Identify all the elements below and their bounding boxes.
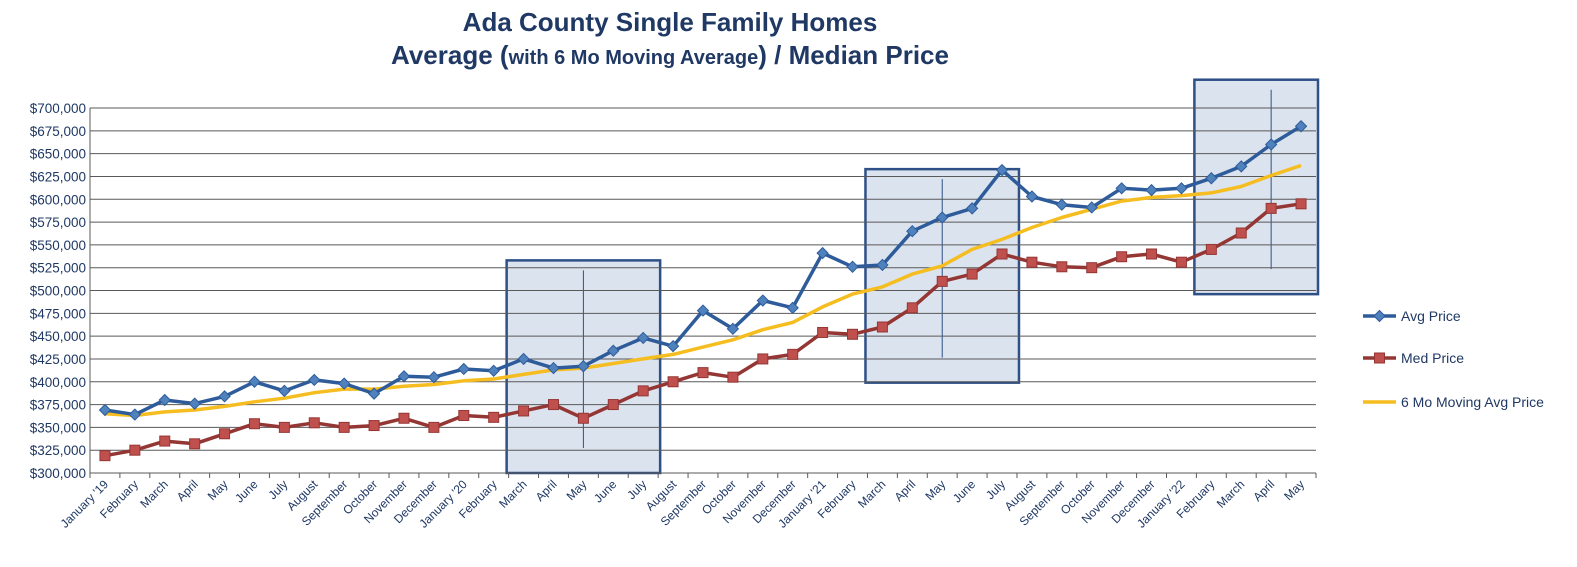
data-point-avg-price <box>219 391 230 402</box>
data-point-med-price <box>279 422 289 432</box>
data-point-med-price <box>190 439 200 449</box>
data-point-med-price <box>399 413 409 423</box>
y-tick-label: $625,000 <box>30 169 86 184</box>
x-tick-label: March <box>137 477 170 510</box>
line-chart: $300,000 $325,000 $350,000 $375,000 $400,000… <box>0 0 1577 567</box>
data-point-med-price <box>1117 252 1127 262</box>
x-tick-label: March <box>1214 477 1247 510</box>
data-point-med-price <box>1087 263 1097 273</box>
data-point-avg-price <box>847 261 858 272</box>
y-tick-label: $525,000 <box>30 261 86 276</box>
data-point-med-price <box>848 329 858 339</box>
data-point-med-price <box>758 354 768 364</box>
data-point-med-price <box>1206 244 1216 254</box>
data-point-med-price <box>967 269 977 279</box>
x-tick-label: May <box>564 477 590 503</box>
data-point-med-price <box>1057 262 1067 272</box>
data-point-med-price <box>220 429 230 439</box>
data-point-avg-price <box>279 385 290 396</box>
data-point-avg-price <box>129 409 140 420</box>
highlight-box-3 <box>1194 80 1318 294</box>
data-point-avg-price <box>189 398 200 409</box>
data-point-med-price <box>100 451 110 461</box>
data-point-med-price <box>1027 257 1037 267</box>
data-point-avg-price <box>159 395 170 406</box>
data-point-med-price <box>1176 257 1186 267</box>
x-tick-label: July <box>983 477 1008 502</box>
y-tick-label: $325,000 <box>30 443 86 458</box>
data-point-med-price <box>249 419 259 429</box>
data-point-med-price <box>130 445 140 455</box>
data-point-med-price <box>1296 199 1306 209</box>
data-point-avg-price <box>1176 183 1187 194</box>
x-tick-label: June <box>232 477 261 506</box>
x-tick-label: May <box>205 477 231 503</box>
data-point-med-price <box>459 411 469 421</box>
data-point-med-price <box>578 413 588 423</box>
data-point-med-price <box>339 422 349 432</box>
y-tick-label: $400,000 <box>30 375 86 390</box>
legend-label-avg-price: Avg Price <box>1401 308 1461 324</box>
data-point-med-price <box>1266 203 1276 213</box>
x-tick-label: May <box>1281 477 1307 503</box>
data-point-med-price <box>937 276 947 286</box>
y-tick-label: $600,000 <box>30 192 86 207</box>
data-point-med-price <box>489 412 499 422</box>
x-tick-label: June <box>591 477 620 506</box>
y-tick-label: $350,000 <box>30 420 86 435</box>
data-point-med-price <box>608 400 618 410</box>
y-tick-label: $500,000 <box>30 284 86 299</box>
y-tick-label: $575,000 <box>30 215 86 230</box>
data-point-med-price <box>638 386 648 396</box>
data-point-med-price <box>1147 249 1157 259</box>
data-point-med-price <box>818 327 828 337</box>
data-point-med-price <box>788 349 798 359</box>
series-line-med-price <box>105 204 1301 456</box>
data-point-avg-price <box>1146 185 1157 196</box>
y-tick-label: $450,000 <box>30 329 86 344</box>
y-tick-label: $550,000 <box>30 238 86 253</box>
y-tick-label: $650,000 <box>30 147 86 162</box>
data-point-avg-price <box>488 365 499 376</box>
data-point-avg-price <box>458 363 469 374</box>
data-point-med-price <box>519 406 529 416</box>
x-tick-label: April <box>1250 477 1277 504</box>
data-point-med-price <box>907 303 917 313</box>
legend-label-6-mo-moving-avg-price: 6 Mo Moving Avg Price <box>1401 394 1544 410</box>
data-point-med-price <box>698 368 708 378</box>
x-tick-label: April <box>892 477 919 504</box>
data-point-med-price <box>369 421 379 431</box>
y-tick-label: $700,000 <box>30 101 86 116</box>
x-tick-label: July <box>265 477 290 502</box>
x-tick-label: May <box>922 477 948 503</box>
y-tick-label: $300,000 <box>30 466 86 481</box>
data-point-med-price <box>668 377 678 387</box>
y-tick-label: $475,000 <box>30 306 86 321</box>
legend-marker-avg-price <box>1374 311 1385 322</box>
legend-marker-med-price <box>1375 353 1385 363</box>
data-point-avg-price <box>309 374 320 385</box>
data-point-med-price <box>160 436 170 446</box>
data-point-med-price <box>728 372 738 382</box>
legend-label-med-price: Med Price <box>1401 350 1464 366</box>
x-tick-label: April <box>533 477 560 504</box>
data-point-avg-price <box>1056 199 1067 210</box>
data-point-avg-price <box>428 372 439 383</box>
x-tick-label: March <box>855 477 888 510</box>
data-point-med-price <box>1236 228 1246 238</box>
x-tick-label: March <box>496 477 529 510</box>
data-point-med-price <box>877 322 887 332</box>
x-tick-label: April <box>174 477 201 504</box>
data-point-med-price <box>997 249 1007 259</box>
data-point-med-price <box>429 422 439 432</box>
y-tick-label: $675,000 <box>30 124 86 139</box>
y-tick-label: $425,000 <box>30 352 86 367</box>
data-point-med-price <box>309 418 319 428</box>
x-tick-label: July <box>624 477 649 502</box>
y-tick-label: $375,000 <box>30 398 86 413</box>
x-tick-label: June <box>950 477 979 506</box>
data-point-med-price <box>548 400 558 410</box>
